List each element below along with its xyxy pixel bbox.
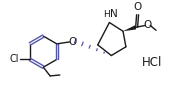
Text: N: N	[110, 9, 118, 19]
Text: HCl: HCl	[142, 56, 162, 69]
Text: O: O	[143, 20, 151, 30]
Text: H: H	[103, 10, 110, 19]
Text: O: O	[68, 37, 77, 47]
Text: O: O	[134, 2, 142, 12]
Polygon shape	[123, 25, 136, 31]
Text: Cl: Cl	[10, 54, 19, 64]
